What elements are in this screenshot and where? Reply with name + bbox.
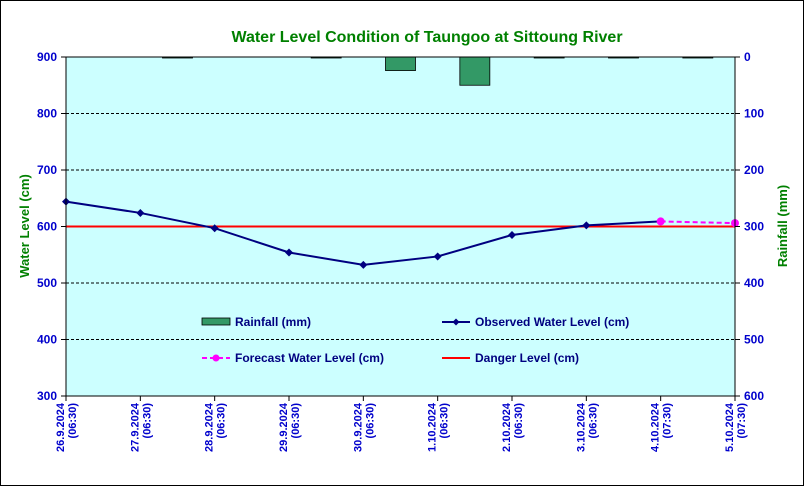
left-tick-label: 300 xyxy=(37,389,57,403)
legend-swatch-rainfall xyxy=(201,317,231,326)
chart-title: Water Level Condition of Taungoo at Sitt… xyxy=(231,29,622,46)
left-tick-label: 600 xyxy=(37,220,57,234)
observed-point xyxy=(285,248,293,257)
x-tick-time: (07:30) xyxy=(662,403,674,439)
right-tick-label: 500 xyxy=(744,333,764,347)
x-tick-date: 1.10.2024 xyxy=(427,402,439,452)
right-tick-label: 200 xyxy=(744,163,764,177)
series-lines xyxy=(62,197,739,269)
x-tick-label: 1.10.2024 (06:30) xyxy=(427,402,451,452)
right-tick-label: 300 xyxy=(744,220,764,234)
x-tick-time: (06:30) xyxy=(216,403,228,439)
left-tick-label: 700 xyxy=(37,163,57,177)
x-tick-date: 2.10.2024 xyxy=(501,402,513,452)
legend-marker-forecast xyxy=(212,354,220,362)
x-tick-date: 5.10.2024 xyxy=(724,402,736,452)
observed-water-level-line xyxy=(65,200,587,266)
x-tick-date: 29.9.2024 xyxy=(278,402,290,452)
rainfall-bar xyxy=(385,56,416,71)
right-tick-label: 0 xyxy=(744,50,751,64)
legend-label-forecast: Forecast Water Level (cm) xyxy=(235,351,384,365)
rainfall-bar xyxy=(459,56,491,86)
left-axis-title: Water Level (cm) xyxy=(17,174,32,278)
x-tick-time: (06:30) xyxy=(290,403,302,439)
x-tick-date: 28.9.2024 xyxy=(204,402,216,452)
legend: Rainfall (mm) Observed Water Level (cm) … xyxy=(201,315,629,365)
x-tick-time: (06:30) xyxy=(439,403,451,439)
forecast-point xyxy=(656,217,665,226)
right-tick-label: 600 xyxy=(744,389,764,403)
x-tick-time: (06:30) xyxy=(141,403,153,439)
x-tick-date: 3.10.2024 xyxy=(575,402,587,452)
observed-point xyxy=(359,260,368,269)
x-tick-time: (07:30) xyxy=(736,403,748,439)
legend-label-rainfall: Rainfall (mm) xyxy=(235,315,311,329)
x-tick-label: 26.9.2024 (06:30) xyxy=(55,402,79,452)
x-tick-label: 5.10.2024 (07:30) xyxy=(724,402,748,452)
x-tick-date: 4.10.2024 xyxy=(650,402,662,452)
x-axis-ticks: 26.9.2024 (06:30) 27.9.2024 (06:30) 28.9.202… xyxy=(55,396,748,452)
legend-label-danger: Danger Level (cm) xyxy=(475,351,579,365)
x-tick-label: 28.9.2024 (06:30) xyxy=(204,402,228,452)
x-tick-time: (06:30) xyxy=(67,403,79,439)
right-tick-label: 100 xyxy=(744,107,764,121)
x-tick-label: 3.10.2024 (06:30) xyxy=(575,402,599,452)
forecast-water-level-line xyxy=(660,220,736,225)
x-tick-date: 30.9.2024 xyxy=(352,402,364,452)
left-axis-ticks: 900 800 700 600 500 400 300 xyxy=(37,50,66,403)
x-tick-time: (06:30) xyxy=(364,403,376,439)
observed-point xyxy=(136,208,145,217)
x-tick-time: (06:30) xyxy=(587,403,599,439)
right-tick-label: 400 xyxy=(744,276,764,290)
legend-label-observed: Observed Water Level (cm) xyxy=(475,315,629,329)
left-tick-label: 400 xyxy=(37,333,57,347)
observed-forecast-connector xyxy=(586,220,661,227)
right-axis-title: Rainfall (mm) xyxy=(775,185,790,267)
x-tick-label: 4.10.2024 (07:30) xyxy=(650,402,674,452)
x-tick-label: 29.9.2024 (06:30) xyxy=(278,402,302,452)
x-tick-label: 30.9.2024 (06:30) xyxy=(352,402,376,452)
right-axis-ticks: 0 100 200 300 400 500 600 xyxy=(735,50,764,403)
x-tick-label: 2.10.2024 (06:30) xyxy=(501,402,525,452)
observed-point xyxy=(582,221,591,230)
x-tick-date: 26.9.2024 xyxy=(55,402,67,452)
observed-point xyxy=(210,224,219,233)
left-tick-label: 800 xyxy=(37,107,57,121)
left-tick-label: 500 xyxy=(37,276,57,290)
observed-point xyxy=(508,230,516,239)
x-tick-time: (06:30) xyxy=(513,403,525,439)
observed-point xyxy=(433,252,442,261)
left-tick-label: 900 xyxy=(37,50,57,64)
legend-marker-observed xyxy=(452,318,460,326)
x-tick-label: 27.9.2024 (06:30) xyxy=(129,402,153,452)
x-tick-date: 27.9.2024 xyxy=(129,402,141,452)
